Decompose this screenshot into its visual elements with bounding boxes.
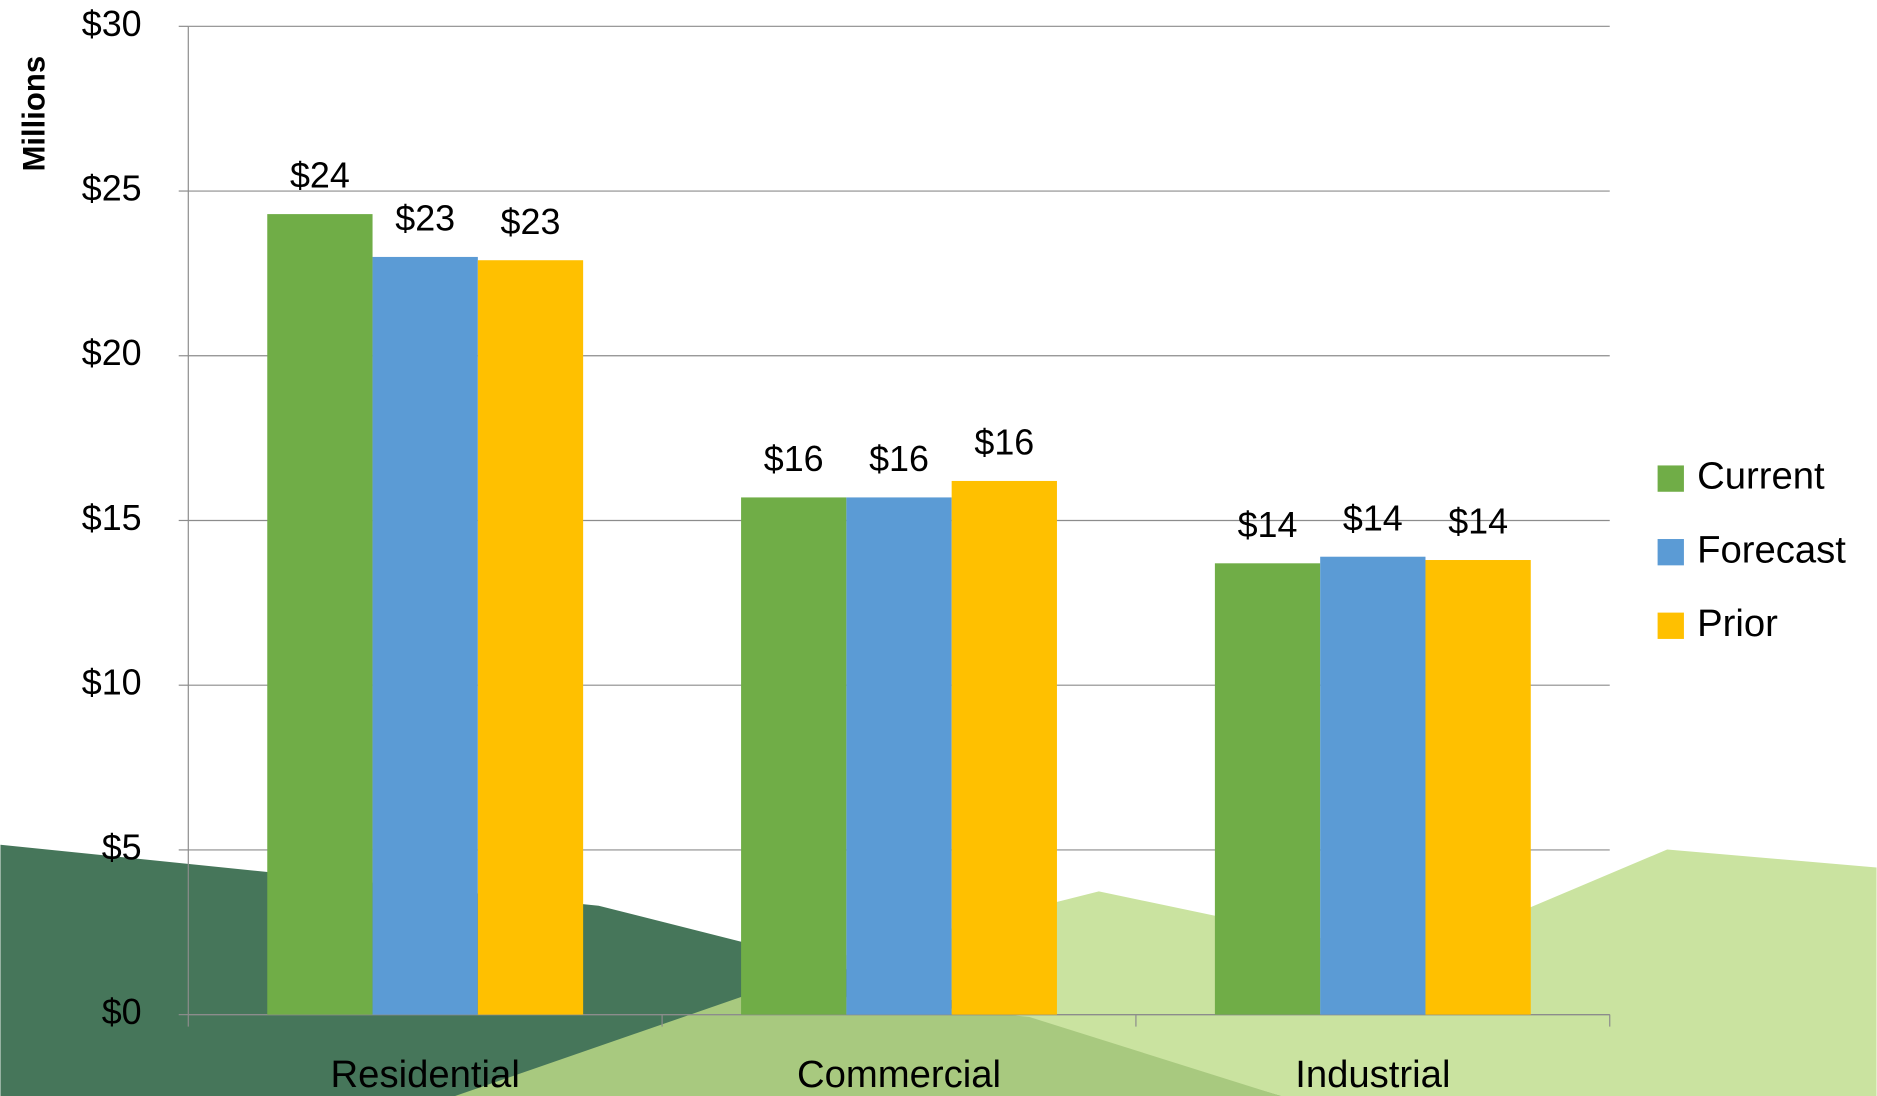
y-tick-label: $15	[82, 498, 142, 538]
data-label: $23	[395, 199, 455, 239]
bar	[741, 497, 847, 1015]
data-label: $16	[974, 423, 1034, 463]
bar	[477, 260, 584, 1015]
y-axis-label: Millions	[17, 56, 52, 172]
legend-swatch	[1657, 539, 1684, 566]
bar	[372, 256, 478, 1015]
bar	[846, 497, 952, 1015]
plot-area: $0 $5 $10 $15 $20 $25 $30 Residential $24 $23 $23 C…	[82, 4, 1847, 1096]
y-tick-label: $10	[82, 663, 142, 703]
bar	[267, 214, 373, 1015]
legend-label: Current	[1697, 455, 1825, 498]
data-label: $14	[1343, 498, 1403, 538]
legend-swatch	[1657, 465, 1684, 492]
legend-label: Prior	[1697, 602, 1778, 645]
bar	[1425, 560, 1531, 1015]
data-label: $24	[290, 156, 350, 196]
y-tick-label: $5	[102, 827, 142, 867]
x-tick-label: Residential	[331, 1053, 520, 1096]
data-label: $16	[869, 439, 929, 479]
legend-label: Forecast	[1697, 528, 1846, 571]
legend-swatch	[1657, 612, 1684, 639]
background-shape	[455, 988, 1281, 1096]
bar	[1214, 563, 1321, 1015]
data-label: $14	[1238, 505, 1298, 545]
data-label: $16	[764, 439, 824, 479]
y-tick-label: $20	[82, 333, 142, 373]
x-tick-label: Commercial	[797, 1053, 1001, 1096]
bar	[951, 480, 1057, 1015]
x-tick-label: Industrial	[1295, 1053, 1450, 1096]
data-label: $14	[1448, 502, 1508, 542]
bar	[1320, 556, 1426, 1015]
data-label: $23	[501, 202, 561, 242]
y-tick-label: $0	[102, 992, 142, 1032]
y-tick-label: $25	[82, 169, 142, 209]
y-tick-label: $30	[82, 4, 142, 44]
